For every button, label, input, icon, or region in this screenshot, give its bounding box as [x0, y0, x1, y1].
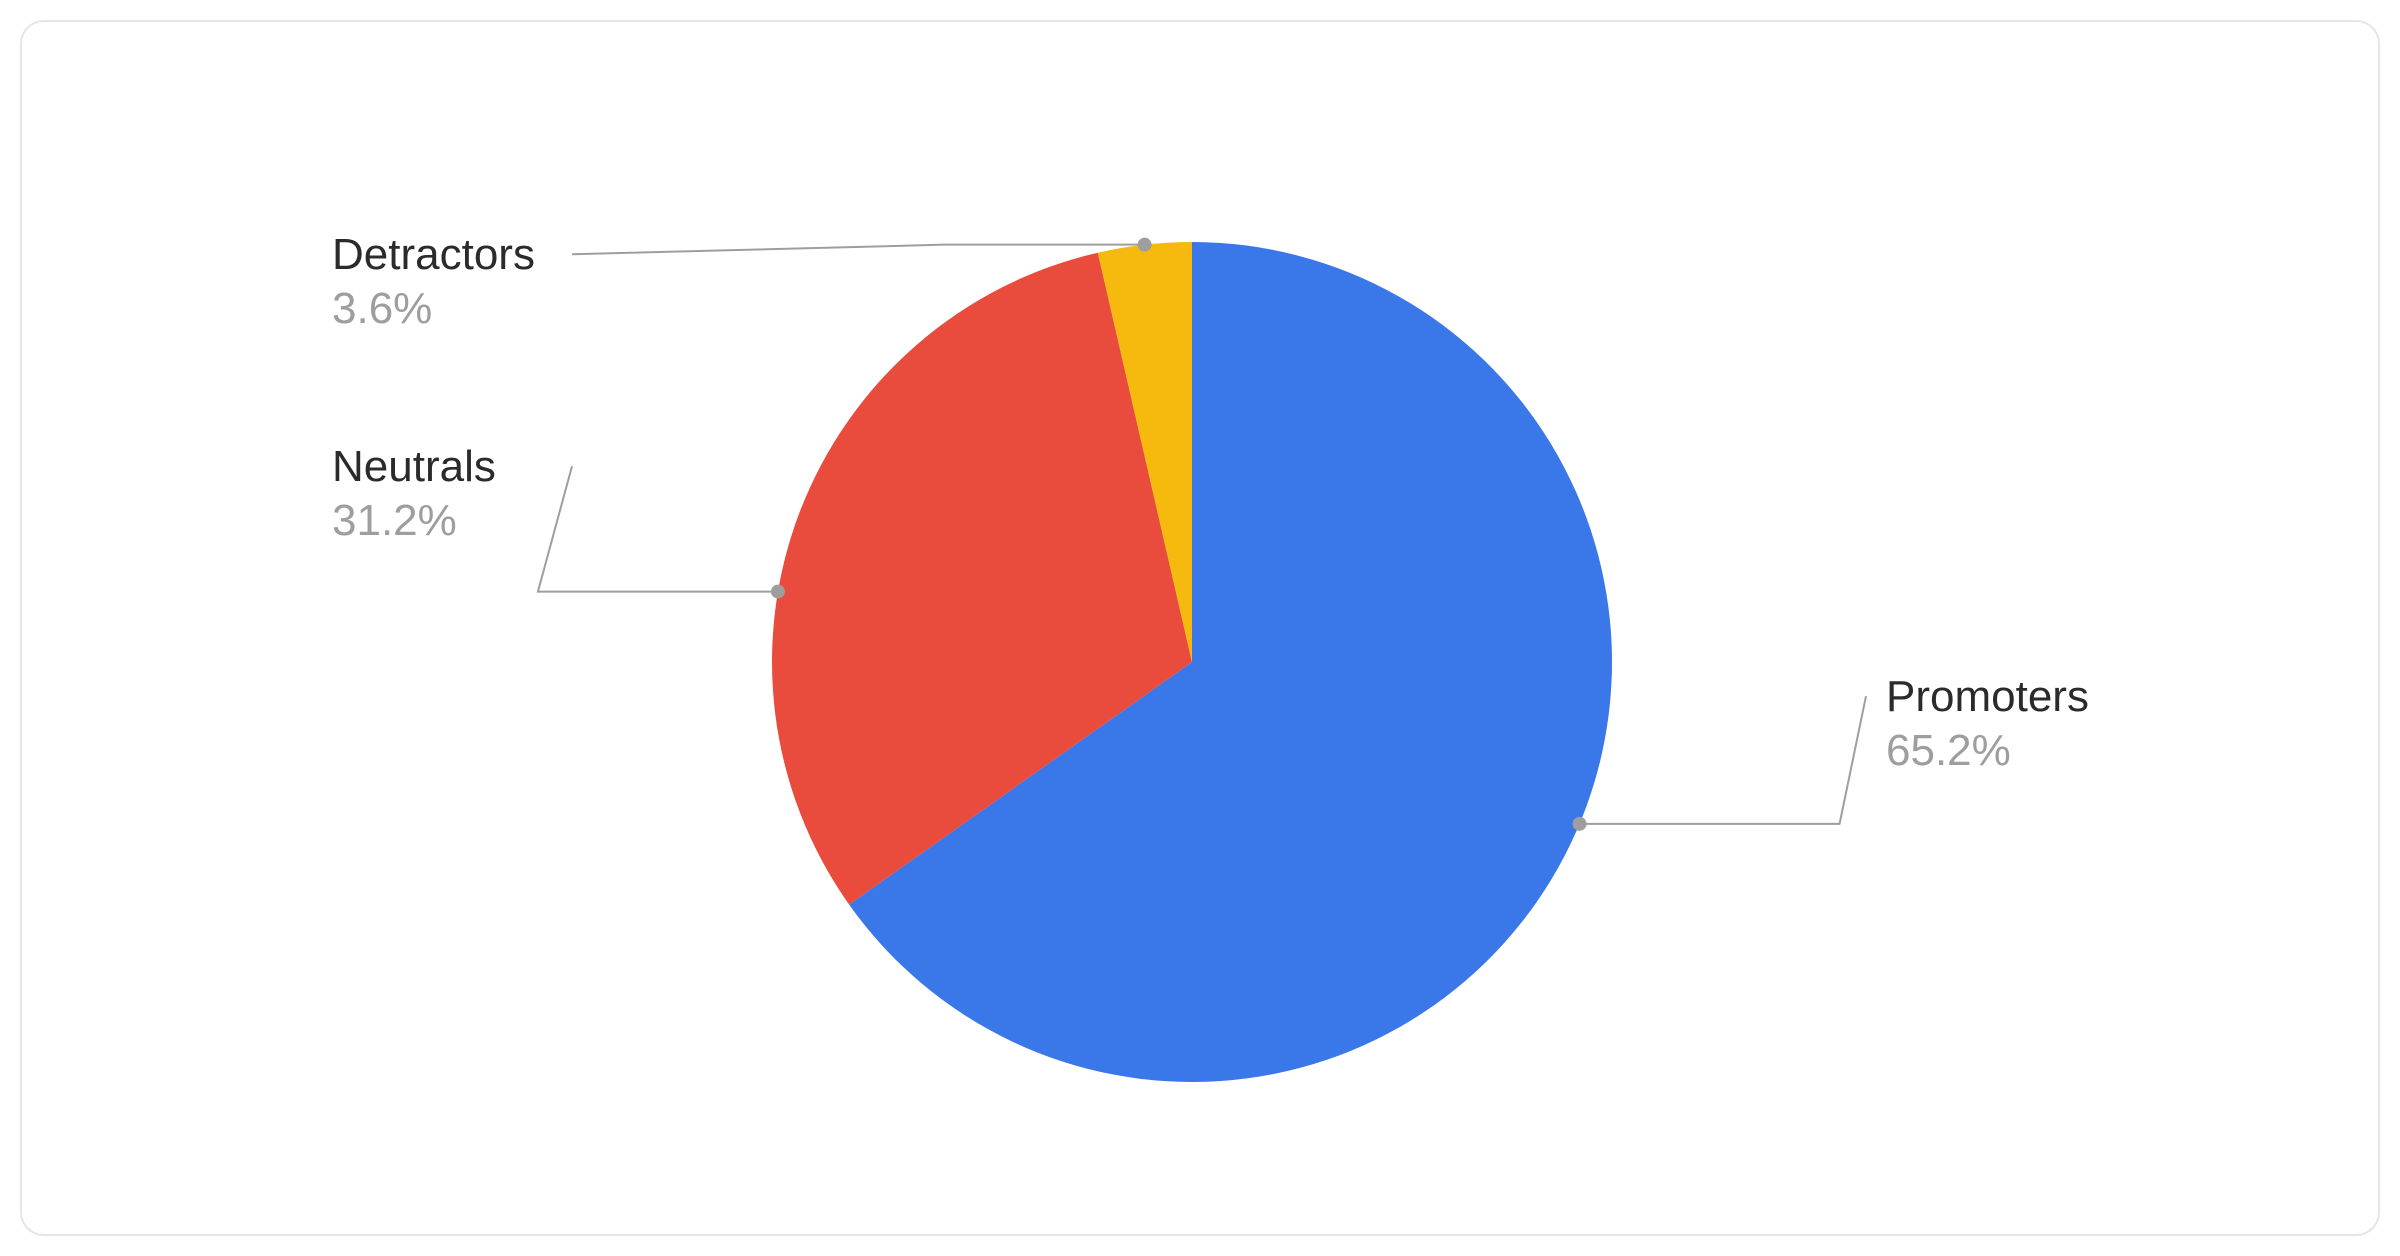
slice-label-name: Neutrals: [332, 442, 496, 492]
pie-chart: [22, 22, 2378, 1234]
slice-label-pct: 31.2%: [332, 496, 496, 546]
chart-card: Promoters65.2% Neutrals31.2% Detractors3.6…: [20, 20, 2380, 1236]
leader-line-neutrals: [538, 466, 778, 591]
leader-dot-detractors: [1138, 238, 1152, 252]
leader-dot-neutrals: [771, 585, 785, 599]
leader-line-detractors: [572, 245, 1145, 255]
slice-label-promoters: Promoters65.2%: [1886, 672, 2089, 776]
slice-label-name: Detractors: [332, 230, 535, 280]
slice-label-pct: 3.6%: [332, 284, 535, 334]
slice-label-neutrals: Neutrals31.2%: [332, 442, 496, 546]
slice-label-name: Promoters: [1886, 672, 2089, 722]
leader-dot-promoters: [1573, 817, 1587, 831]
leader-line-promoters: [1580, 696, 1866, 824]
slice-label-pct: 65.2%: [1886, 726, 2089, 776]
slice-label-detractors: Detractors3.6%: [332, 230, 535, 334]
